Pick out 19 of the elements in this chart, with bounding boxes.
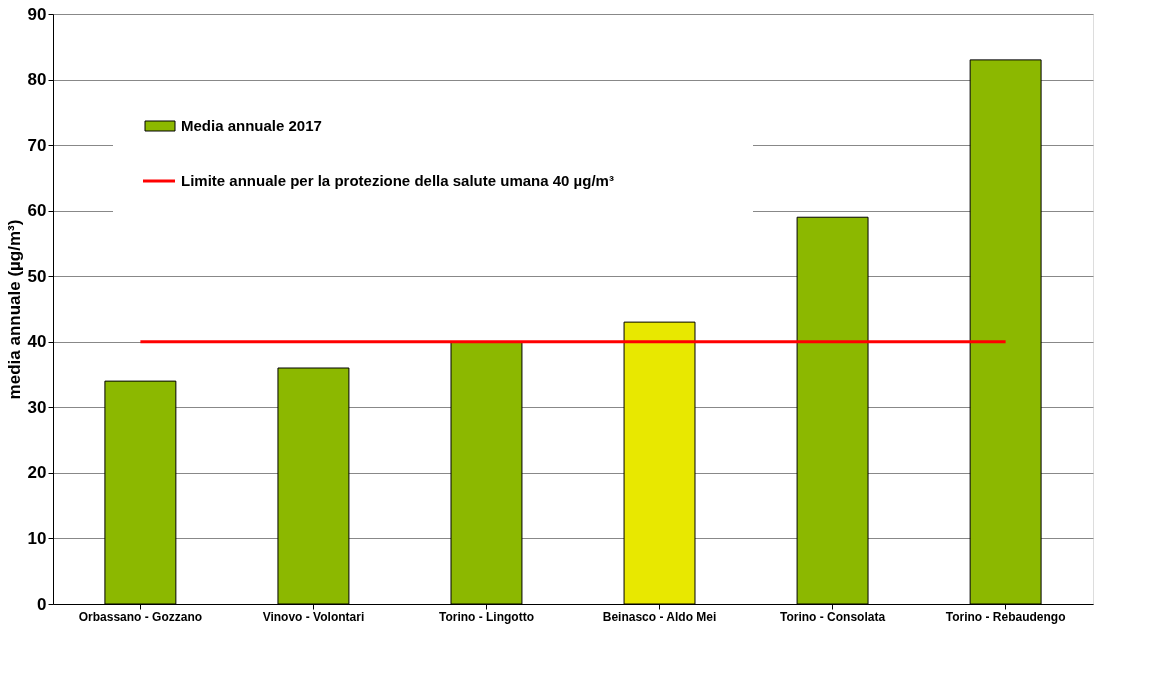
x-tick-label: Beinasco - Aldo Mei <box>602 609 717 624</box>
x-tick-label: Torino - Lingotto <box>438 609 535 624</box>
y-tick-label: 60 <box>27 201 47 221</box>
legend-label: Limite annuale per la protezione della salute umana 40 µg/m³ <box>181 172 614 189</box>
x-tick-label: Vinovo - Volontari <box>262 609 365 624</box>
x-tick-label: Torino - Rebaudengo <box>945 609 1066 624</box>
y-tick-label: 90 <box>27 4 47 24</box>
y-tick-label: 20 <box>27 463 47 483</box>
y-tick-label: 80 <box>27 70 47 90</box>
y-axis-title: media annuale (µg/m³) <box>4 219 24 400</box>
y-tick-label: 70 <box>27 135 47 155</box>
y-tick-label: 0 <box>37 594 47 614</box>
y-tick-label: 10 <box>27 528 47 548</box>
y-tick-label: 40 <box>27 332 47 352</box>
y-tick-label: 30 <box>27 397 47 417</box>
x-tick-label: Torino - Consolata <box>780 609 886 624</box>
y-tick-label: 50 <box>27 266 47 286</box>
x-tick-label: Orbassano - Gozzano <box>78 609 203 624</box>
legend-label: Media annuale 2017 <box>181 117 322 134</box>
